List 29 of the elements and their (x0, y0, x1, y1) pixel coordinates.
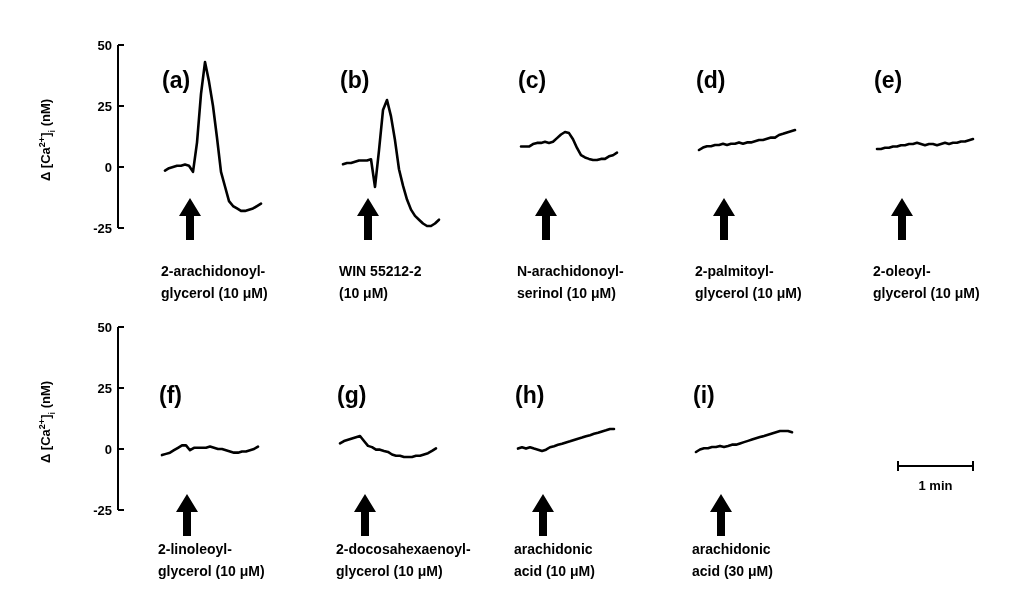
chart-title: (g) (337, 382, 367, 408)
text: (a) (162, 67, 191, 93)
text: 2-oleoyl- glycerol (10 μM) (873, 263, 980, 301)
chart-title: (e) (874, 67, 903, 93)
text: (f) (159, 382, 182, 408)
text: 2-arachidonoyl- glycerol (10 μM) (161, 263, 268, 301)
chart-title: (i) (693, 382, 715, 408)
text: N-arachidonoyl- serinol (10 μM) (517, 263, 624, 301)
y-tick-label: 0 (104, 159, 112, 175)
y-tick-label: 25 (97, 380, 112, 396)
y-tick-label: -25 (93, 220, 112, 236)
text: arachidonic acid (30 μM) (692, 541, 773, 579)
y-tick-label: -25 (93, 502, 112, 518)
text: 1 min (918, 478, 953, 493)
y-tick-label: 25 (97, 98, 112, 114)
chart-title: (h) (515, 382, 545, 408)
text: 2-docosahexaenoyl- glycerol (10 μM) (336, 541, 471, 579)
line-series (163, 60, 263, 213)
y-tick-label: 50 (97, 37, 112, 53)
line-series (160, 444, 260, 457)
y-tick-label: 50 (97, 319, 112, 335)
chart-title: (b) (340, 67, 370, 93)
chart-title: (c) (518, 67, 547, 93)
y-tick-label: 0 (104, 441, 112, 457)
chart-title: (d) (696, 67, 726, 93)
text: 2-linoleoyl- glycerol (10 μM) (158, 541, 265, 579)
text: 2-palmitoyl- glycerol (10 μM) (695, 263, 802, 301)
text: WIN 55212-2 (10 μM) (339, 263, 422, 301)
text: arachidonic acid (10 μM) (514, 541, 595, 579)
